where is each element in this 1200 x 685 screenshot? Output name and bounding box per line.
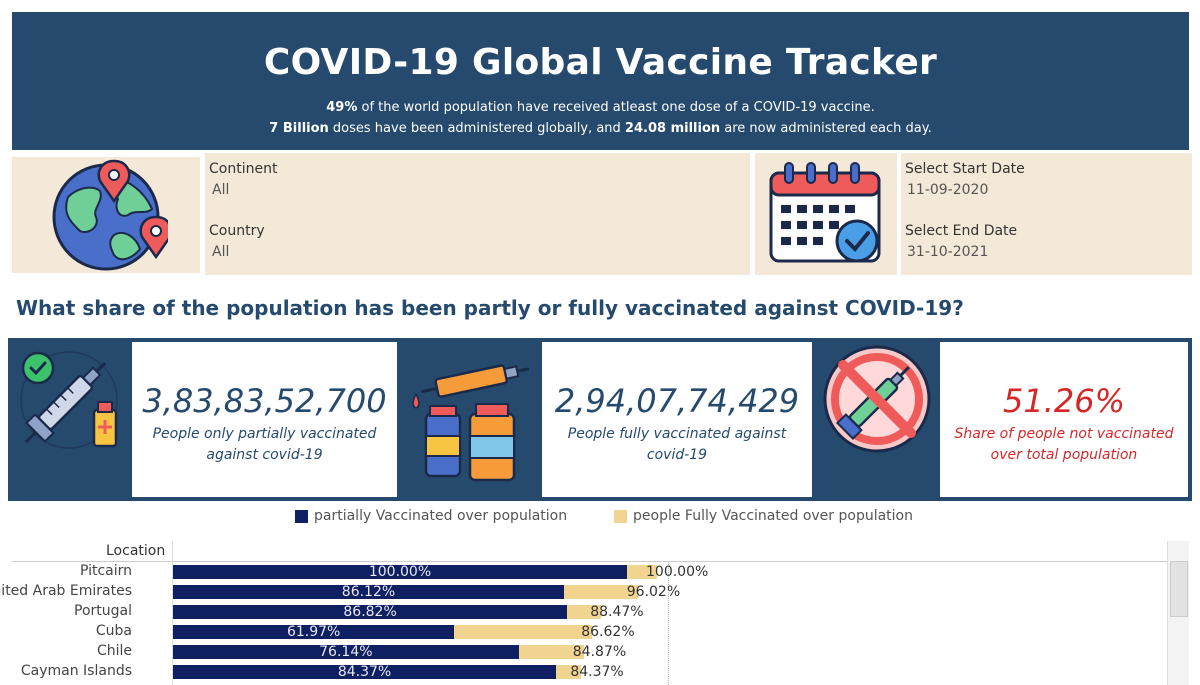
kpi-partial-desc: People only partially vaccinated against… [142,424,387,466]
kpi-partial-desc-1: People only partially vaccinated [152,426,377,442]
legend-partial-label: partially Vaccinated over population [314,508,568,524]
summary-line-1-text: of the world population have received at… [357,100,875,115]
legend-full[interactable]: people Fully Vaccinated over population [614,508,913,524]
kpi-full-desc-2: covid-19 [646,447,708,463]
row-location-label: Portugal [74,603,132,619]
bar-full-value-label: 100.00% [646,564,709,580]
legend-partial-swatch [295,509,308,523]
continent-select[interactable]: All [212,182,230,198]
row-location-label: Cuba [95,623,132,639]
summary-line-2-mid: doses have been administered globally, a… [328,121,625,136]
date-filter-panel: Select Start Date 11-09-2020 Select End … [901,153,1192,275]
table-row[interactable]: Cayman Islands 84.37% 84.37% [0,662,1165,682]
location-column-header[interactable]: Location [106,543,166,559]
table-row[interactable]: Pitcairn 100.00% 100.00% [0,562,1165,582]
bar-partially-vaccinated[interactable] [173,605,568,619]
chart-scrollbar[interactable] [1167,541,1189,685]
calendar-panel [755,153,897,275]
country-label: Country [209,223,265,239]
globe-with-pins-icon [52,159,168,271]
summary-line-2-text: are now administered each day. [720,121,932,136]
row-location-label: United Arab Emirates [0,583,132,599]
table-row[interactable]: Chile 76.14% 84.87% [0,642,1165,662]
vaccine-vials-icon [412,364,530,482]
syringe-check-icon [20,351,118,449]
no-vaccine-icon [823,345,931,453]
table-row[interactable]: Portugal 86.82% 88.47% [0,602,1165,622]
legend-partial[interactable]: partially Vaccinated over population [295,508,567,524]
section-heading: What share of the population has been pa… [16,296,964,320]
kpi-full: 2,94,07,74,429 People fully vaccinated a… [542,342,812,497]
bar-full-value-label: 84.87% [572,644,627,660]
summary-line-2: 7 Billion doses have been administered g… [12,121,1189,136]
location-filter-panel: Continent All Country All [205,153,750,275]
kpi-partial: 3,83,83,52,700 People only partially vac… [132,342,397,497]
bar-partially-vaccinated[interactable] [173,645,519,659]
kpi-full-desc-1: People fully vaccinated against [567,426,787,442]
bar-full-value-label: 96.02% [626,584,681,600]
bar-full-value-label: 84.37% [570,664,624,680]
globe-panel [12,157,200,273]
country-select[interactable]: All [212,244,230,260]
bar-partially-vaccinated[interactable] [173,625,455,639]
bar-partial-value-label: 84.37% [337,664,392,680]
bar-full-value-label: 88.47% [590,604,644,620]
kpi-full-desc: People fully vaccinated against covid-19 [552,424,802,466]
table-row[interactable]: United Arab Emirates 86.12% 96.02% [0,582,1165,602]
bar-partial-value-label: 86.82% [343,604,397,620]
start-date-input[interactable]: 11-09-2020 [907,182,989,198]
summary-daily: 24.08 million [624,121,721,136]
summary-percent: 49% [326,100,358,115]
bar-partially-vaccinated[interactable] [173,565,627,579]
legend-full-swatch [614,509,627,523]
bar-partially-vaccinated[interactable] [173,585,564,599]
kpi-unvaccinated-value: 51.26% [1002,382,1125,420]
end-date-input[interactable]: 31-10-2021 [907,244,989,260]
bar-partial-value-label: 86.12% [341,584,396,600]
kpi-band: 3,83,83,52,700 People only partially vac… [8,338,1192,501]
kpi-unvaccinated-desc-1: Share of people not vaccinated [954,426,1174,442]
table-row[interactable]: Cuba 61.97% 86.62% [0,622,1165,642]
calendar-check-icon [769,162,881,263]
kpi-unvaccinated-desc-2: over total population [990,447,1138,463]
bar-partially-vaccinated[interactable] [173,665,557,679]
kpi-unvaccinated: 51.26% Share of people not vaccinated ov… [940,342,1188,497]
bar-full-value-label: 86.62% [581,624,635,640]
summary-line-1: 49% of the world population have receive… [12,100,1189,115]
chart-gridline [668,562,669,685]
start-date-label: Select Start Date [905,161,1025,177]
summary-doses: 7 Billion [269,121,329,136]
bar-partial-value-label: 76.14% [319,644,373,660]
chart-scrollbar-thumb[interactable] [1170,561,1188,617]
kpi-partial-desc-2: against covid-19 [206,447,323,463]
end-date-label: Select End Date [905,223,1018,239]
page-title: COVID-19 Global Vaccine Tracker [263,42,938,83]
bar-partial-value-label: 61.97% [286,624,341,640]
bar-partial-value-label: 100.00% [368,564,432,580]
row-location-label: Cayman Islands [20,663,132,679]
kpi-unvaccinated-desc: Share of people not vaccinated over tota… [950,424,1178,466]
header-banner: COVID-19 Global Vaccine Tracker 49% of t… [12,12,1189,150]
legend-full-label: people Fully Vaccinated over population [633,508,913,524]
row-location-label: Pitcairn [79,563,132,579]
chart-header-divider [12,561,1167,562]
chart-axis-line [172,541,173,685]
kpi-partial-value: 3,83,83,52,700 [142,382,387,420]
kpi-full-value: 2,94,07,74,429 [554,382,800,420]
row-location-label: Chile [96,643,132,659]
continent-label: Continent [209,161,278,177]
